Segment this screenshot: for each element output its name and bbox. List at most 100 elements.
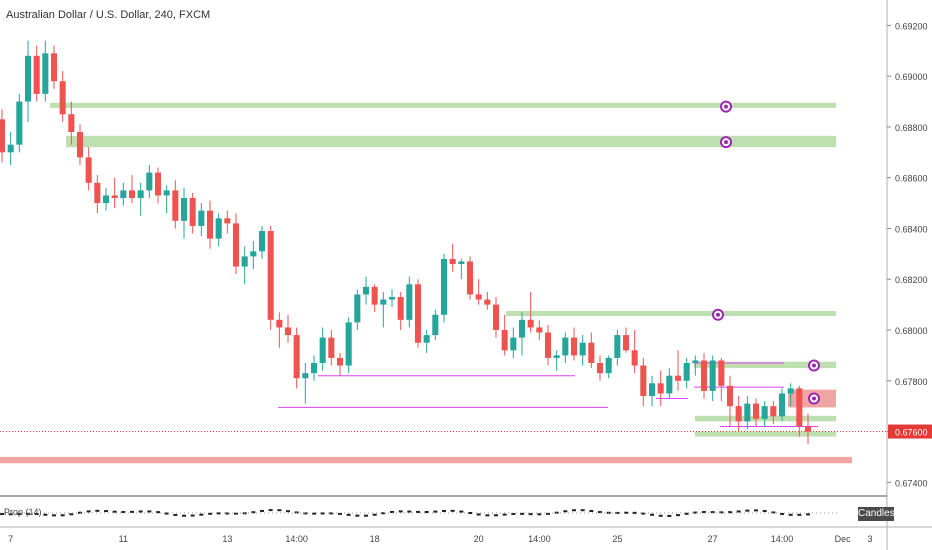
candle-body [33,55,40,94]
candle-body [605,357,612,374]
x-tick-label: 7 [8,534,13,544]
candle-body [501,330,508,351]
zone-support [50,102,836,108]
candle-body [284,327,292,336]
indicator-mark [632,511,637,514]
candle-body [726,385,734,407]
candle-body [458,261,465,264]
candle-body [24,55,32,102]
candle-body [250,251,257,257]
candle-body [310,363,318,374]
candle-body [406,284,413,320]
indicator-mark [728,511,732,514]
indicator-mark [485,514,490,517]
candle-body [414,284,422,343]
x-tick-label: 18 [370,534,380,544]
y-tick-label: 0.67800 [895,377,928,387]
indicator-mark [208,512,212,515]
zone-resistance [0,456,852,464]
indicator-mark [216,512,221,515]
indicator-mark [710,511,715,514]
candle-body [68,114,75,132]
indicator-mark [468,512,472,515]
indicator-mark [372,513,377,516]
indicator-mark [390,510,394,513]
target-marker [720,136,732,149]
indicator-mark [303,512,308,515]
indicator-mark [502,513,507,516]
candle-body [276,319,283,328]
candle-body [744,403,751,422]
indicator-mark [407,510,412,513]
indicator-mark [138,510,143,513]
target-marker [808,392,820,405]
candle-body [787,388,794,394]
indicator-mark [164,512,169,515]
target-marker [808,359,820,372]
indicator-mark [494,514,498,517]
indicator-mark [190,514,195,517]
candle-body [293,335,300,379]
candle-body [232,223,240,267]
y-tick-label: 0.68000 [895,326,928,336]
indicator-mark [52,514,56,517]
indicator-mark [17,513,22,516]
candle-body [518,319,526,338]
indicator-mark [104,510,108,513]
zone-support [66,135,836,148]
indicator-mark [476,513,481,516]
candle-body [735,406,742,422]
indicator-mark [43,513,48,516]
candle-body [440,258,448,315]
indicator-mark [667,514,672,517]
indicator-mark [719,511,724,514]
candle-body [397,297,404,320]
candle-body [94,182,101,204]
candle-body [596,363,604,374]
candle-body [674,375,682,381]
candle-body [796,388,803,427]
candle-body [657,383,664,394]
indicator-mark [736,510,741,513]
indicator-mark [580,509,585,512]
indicator-mark [225,512,230,515]
indicator-mark [546,512,550,515]
indicator-mark [511,512,516,515]
x-tick-label: 3 [867,534,872,544]
indicator-mark [173,513,178,516]
indicator-mark [537,513,542,516]
zone-support [694,361,836,369]
indicator-mark [572,509,576,512]
candle-body [42,53,49,94]
candle-body [380,299,387,305]
candle-body [761,406,768,419]
candle-body [154,172,162,196]
zone-support [695,431,836,437]
indicator-mark [754,509,758,512]
candle-body [622,335,630,351]
indicator-mark [780,512,784,515]
candle-body [718,360,725,386]
candle-body [544,332,552,358]
indicator-mark [381,512,386,515]
indicator-mark [459,510,464,513]
candle-body [128,190,136,198]
candle-body [50,53,58,82]
indicator-mark [442,509,446,512]
indicator-mark [676,514,680,517]
candle-body [180,198,188,221]
indicator-mark [346,513,351,516]
y-tick-label: 0.68400 [895,224,928,234]
candles-button[interactable]: Candles [858,507,895,521]
indicator-mark [260,509,264,512]
x-tick-label: 14:00 [528,534,551,544]
candle-body [466,261,474,295]
candle-body [111,195,118,198]
candle-body [692,360,699,363]
candle-body [0,119,6,153]
indicator-mark [34,513,39,516]
indicator-mark [182,514,186,517]
candle-body [76,132,84,158]
candle-body [198,210,205,226]
